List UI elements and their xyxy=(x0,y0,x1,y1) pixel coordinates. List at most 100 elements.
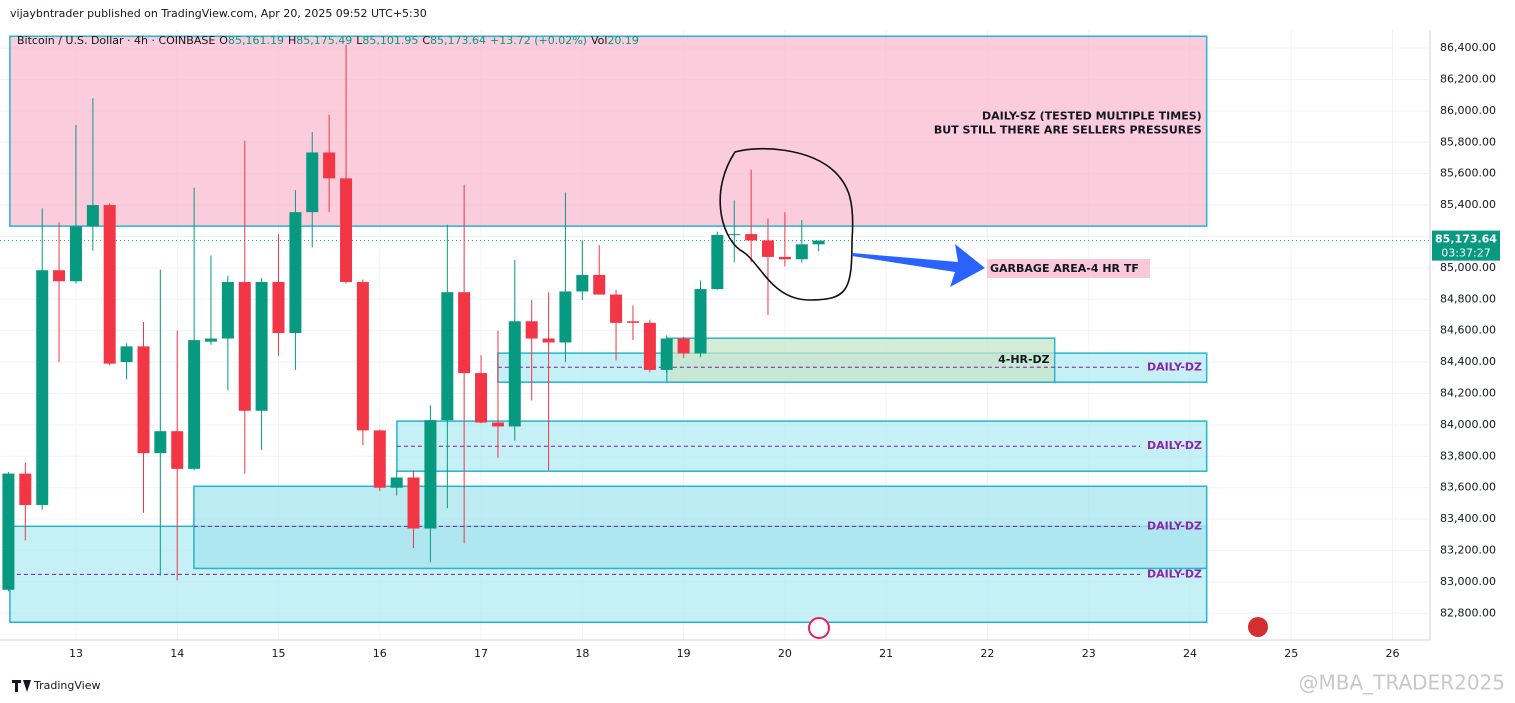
x-tick-label: 26 xyxy=(1386,647,1400,660)
header: vijaybntrader published on TradingView.c… xyxy=(10,7,427,20)
y-tick-label: 86,000.00 xyxy=(1440,104,1496,117)
y-tick-label: 82,800.00 xyxy=(1440,606,1496,619)
x-tick-label: 15 xyxy=(272,647,286,660)
candle-body xyxy=(812,240,825,245)
candle-body xyxy=(711,234,724,290)
candle-body xyxy=(458,292,471,374)
y-tick-label: 85,800.00 xyxy=(1440,135,1496,148)
candle-body xyxy=(745,234,758,241)
volume-key: Vol xyxy=(591,34,607,47)
zone xyxy=(666,337,1056,383)
candle-body xyxy=(86,205,99,227)
candle-body xyxy=(188,340,201,469)
ohlc-key: O xyxy=(219,34,228,47)
candle-body xyxy=(69,226,82,282)
y-tick-label: 84,800.00 xyxy=(1440,292,1496,305)
candle-body xyxy=(53,270,66,282)
x-tick-label: 19 xyxy=(677,647,691,660)
ohlc-key: C xyxy=(422,34,430,47)
candle-body xyxy=(154,431,167,454)
y-tick-label: 83,400.00 xyxy=(1440,512,1496,525)
candle-body xyxy=(475,373,488,423)
ohlc-value: 85,173.64 xyxy=(430,34,486,47)
x-tick-label: 24 xyxy=(1183,647,1197,660)
price-tag xyxy=(1432,230,1500,261)
candle-body xyxy=(103,205,116,364)
level-label: DAILY-DZ xyxy=(1147,519,1202,532)
candle-body xyxy=(525,321,538,339)
x-tick-label: 21 xyxy=(879,647,893,660)
level-label: DAILY-DZ xyxy=(1147,439,1202,452)
level-label: DAILY-DZ xyxy=(1147,567,1202,580)
zone-label: 4-HR-DZ xyxy=(998,353,1050,366)
candle-body xyxy=(542,338,555,343)
freehand-circle xyxy=(719,147,854,301)
event-icon xyxy=(808,617,830,639)
candle-body xyxy=(626,321,639,323)
candle-body xyxy=(643,322,656,370)
ohlc-key: L xyxy=(356,34,363,47)
x-tick-label: 17 xyxy=(474,647,488,660)
y-tick-label: 84,000.00 xyxy=(1440,418,1496,431)
candle-body xyxy=(660,338,673,370)
zone xyxy=(9,35,1208,227)
brand: TradingView xyxy=(33,679,100,692)
candle-body xyxy=(795,244,808,260)
candle-body xyxy=(407,477,420,529)
candle-body xyxy=(137,346,150,454)
candle-body xyxy=(238,282,251,411)
y-tick-label: 83,200.00 xyxy=(1440,544,1496,557)
ohlc-key: H xyxy=(288,34,296,47)
ohlc-value: 85,161.19 xyxy=(228,34,284,47)
ohlc-legend: Bitcoin / U.S. Dollar · 4h · COINBASE O85… xyxy=(17,34,639,47)
x-tick-label: 14 xyxy=(170,647,184,660)
countdown: 03:37:27 xyxy=(1441,247,1490,260)
candle-body xyxy=(19,473,32,505)
event-icon xyxy=(1248,617,1268,637)
candle-body xyxy=(36,270,49,505)
candle-body xyxy=(171,431,184,469)
y-tick-label: 83,000.00 xyxy=(1440,575,1496,588)
y-tick-label: 85,400.00 xyxy=(1440,198,1496,211)
arrow xyxy=(852,244,985,287)
y-tick-label: 83,800.00 xyxy=(1440,449,1496,462)
candle-body xyxy=(390,477,403,488)
candle-body xyxy=(2,473,15,590)
y-tick-label: 83,600.00 xyxy=(1440,481,1496,494)
x-tick-label: 16 xyxy=(373,647,387,660)
candle-body xyxy=(559,291,572,343)
candle-body xyxy=(508,321,521,427)
candle-body xyxy=(306,152,319,213)
y-tick-label: 85,600.00 xyxy=(1440,167,1496,180)
candle-body xyxy=(694,289,707,354)
candle-body xyxy=(424,420,437,529)
x-tick-label: 23 xyxy=(1082,647,1096,660)
candle-body xyxy=(576,274,589,292)
candle-body xyxy=(593,274,606,295)
candle-body xyxy=(221,282,234,339)
x-tick-label: 18 xyxy=(575,647,589,660)
candle-body xyxy=(373,430,386,488)
logo xyxy=(12,680,31,692)
callout-bg xyxy=(987,259,1150,278)
y-tick-label: 84,600.00 xyxy=(1440,324,1496,337)
candle-body xyxy=(728,234,741,236)
candle-body xyxy=(340,178,353,283)
candle-body xyxy=(255,282,268,411)
ohlc-value: 85,101.95 xyxy=(362,34,418,47)
y-tick-label: 84,400.00 xyxy=(1440,355,1496,368)
zone xyxy=(193,485,1208,570)
price-tag-label: 85,173.64 xyxy=(1435,233,1497,246)
candle-body xyxy=(120,346,133,363)
zone-label: BUT STILL THERE ARE SELLERS PRESSURES xyxy=(934,123,1202,136)
watermark: @MBA_TRADER2025 xyxy=(1299,671,1505,695)
candle-body xyxy=(778,256,791,260)
candle-body xyxy=(289,212,302,334)
change: +13.72 (+0.02%) xyxy=(490,34,587,47)
zone-label: DAILY-SZ (TESTED MULTIPLE TIMES) xyxy=(982,109,1202,122)
y-tick-label: 84,200.00 xyxy=(1440,386,1496,399)
x-tick-label: 13 xyxy=(69,647,83,660)
candle-body xyxy=(272,282,285,334)
y-tick-label: 86,400.00 xyxy=(1440,41,1496,54)
